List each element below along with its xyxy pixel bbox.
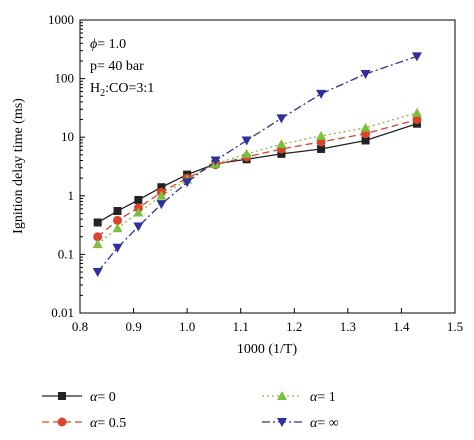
legend-marker	[277, 391, 287, 400]
data-point	[276, 114, 287, 124]
y-tick-label: 1000	[48, 12, 74, 27]
x-tick-label: 1.0	[179, 319, 195, 334]
data-point	[113, 215, 122, 225]
series-markers	[92, 52, 422, 278]
data-point	[182, 178, 193, 188]
annotation-pressure: p= 40 bar	[90, 59, 144, 74]
annotation-mixture: H2:CO=3:1	[90, 81, 154, 99]
data-point	[92, 268, 103, 278]
data-point	[276, 139, 287, 149]
legend-marker	[58, 392, 66, 400]
data-point	[156, 200, 167, 210]
data-point	[134, 195, 143, 204]
legend-marker	[57, 417, 67, 427]
data-point	[112, 223, 123, 233]
data-point	[112, 243, 123, 253]
x-axis-title: 1000 (1/T)	[237, 342, 298, 357]
y-tick-label: 0.1	[58, 246, 74, 261]
data-point	[317, 144, 326, 153]
data-point	[412, 115, 422, 125]
data-point	[92, 239, 103, 249]
x-tick-label: 1.1	[233, 319, 249, 334]
data-point	[316, 89, 327, 99]
legend-label: α= ∞	[310, 416, 339, 431]
data-point	[93, 218, 102, 227]
data-point	[360, 69, 371, 79]
legend-label: α= 0	[90, 390, 116, 405]
data-point	[133, 207, 144, 217]
plot-frame	[79, 19, 456, 314]
x-tick-label: 1.4	[393, 319, 410, 334]
x-tick-label: 1.2	[286, 319, 302, 334]
annotation-phi: ϕ= 1.0	[90, 37, 126, 52]
data-point	[241, 148, 252, 158]
legend-label: α= 0.5	[90, 416, 126, 431]
data-point	[133, 222, 144, 232]
data-point	[113, 207, 122, 216]
y-tick-label: 1	[68, 188, 75, 203]
x-tick-label: 0.8	[72, 319, 88, 334]
data-point	[411, 107, 422, 117]
data-point	[210, 156, 221, 166]
x-tick-label: 1.5	[447, 319, 463, 334]
y-tick-label: 0.01	[51, 305, 74, 320]
legend: α= 0 α= 0.5 α= 1 α= ∞	[42, 390, 339, 431]
x-tick-label: 0.9	[125, 319, 141, 334]
data-point	[360, 122, 371, 132]
data-point	[361, 136, 370, 145]
y-axis-title: Ignition delay time (ms)	[11, 98, 26, 234]
data-point	[93, 232, 103, 242]
data-point	[241, 136, 252, 146]
legend-marker	[277, 418, 287, 427]
y-tick-label: 100	[55, 71, 75, 86]
x-tick-label: 1.3	[340, 319, 356, 334]
legend-label: α= 1	[310, 390, 336, 405]
data-point	[411, 52, 422, 62]
data-point	[316, 130, 327, 140]
axis-ticks: 0.8 0.9 1.0 1.1 1.2 1.3 1.4 1.5 0.01 0.1 1 10 100 100…	[48, 12, 463, 334]
data-point	[156, 190, 167, 200]
data-point	[157, 183, 166, 192]
data-point	[277, 149, 286, 158]
y-tick-label: 10	[61, 129, 74, 144]
